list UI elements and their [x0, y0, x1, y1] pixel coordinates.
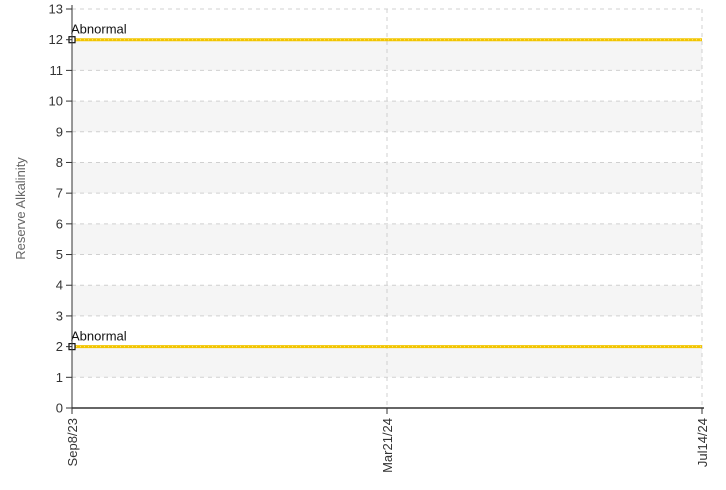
x-tick-label: Jul14/24 — [695, 418, 710, 467]
y-tick-label: 4 — [56, 278, 63, 293]
y-tick-label: 8 — [56, 155, 63, 170]
y-tick-label: 9 — [56, 124, 63, 139]
series-annotation: Abnormal — [71, 22, 127, 37]
y-tick-label: 12 — [49, 32, 63, 47]
y-tick-label: 1 — [56, 370, 63, 385]
x-axis-ticks: Sep8/23 Mar21/24 Jul14/24 — [65, 408, 710, 473]
series-annotation: Abnormal — [71, 329, 127, 344]
y-tick-label: 3 — [56, 308, 63, 323]
x-tick-label: Sep8/23 — [65, 418, 80, 466]
y-tick-label: 0 — [56, 401, 63, 416]
y-tick-label: 2 — [56, 339, 63, 354]
y-axis-title: Reserve Alkalinity — [13, 157, 28, 260]
axes — [71, 5, 704, 409]
y-tick-label: 5 — [56, 247, 63, 262]
y-tick-label: 11 — [50, 63, 64, 78]
y-tick-label: 6 — [56, 216, 63, 231]
y-tick-label: 10 — [49, 94, 63, 109]
x-tick-label: Mar21/24 — [380, 418, 395, 473]
y-tick-label: 13 — [49, 2, 63, 17]
y-tick-label: 7 — [56, 186, 63, 201]
